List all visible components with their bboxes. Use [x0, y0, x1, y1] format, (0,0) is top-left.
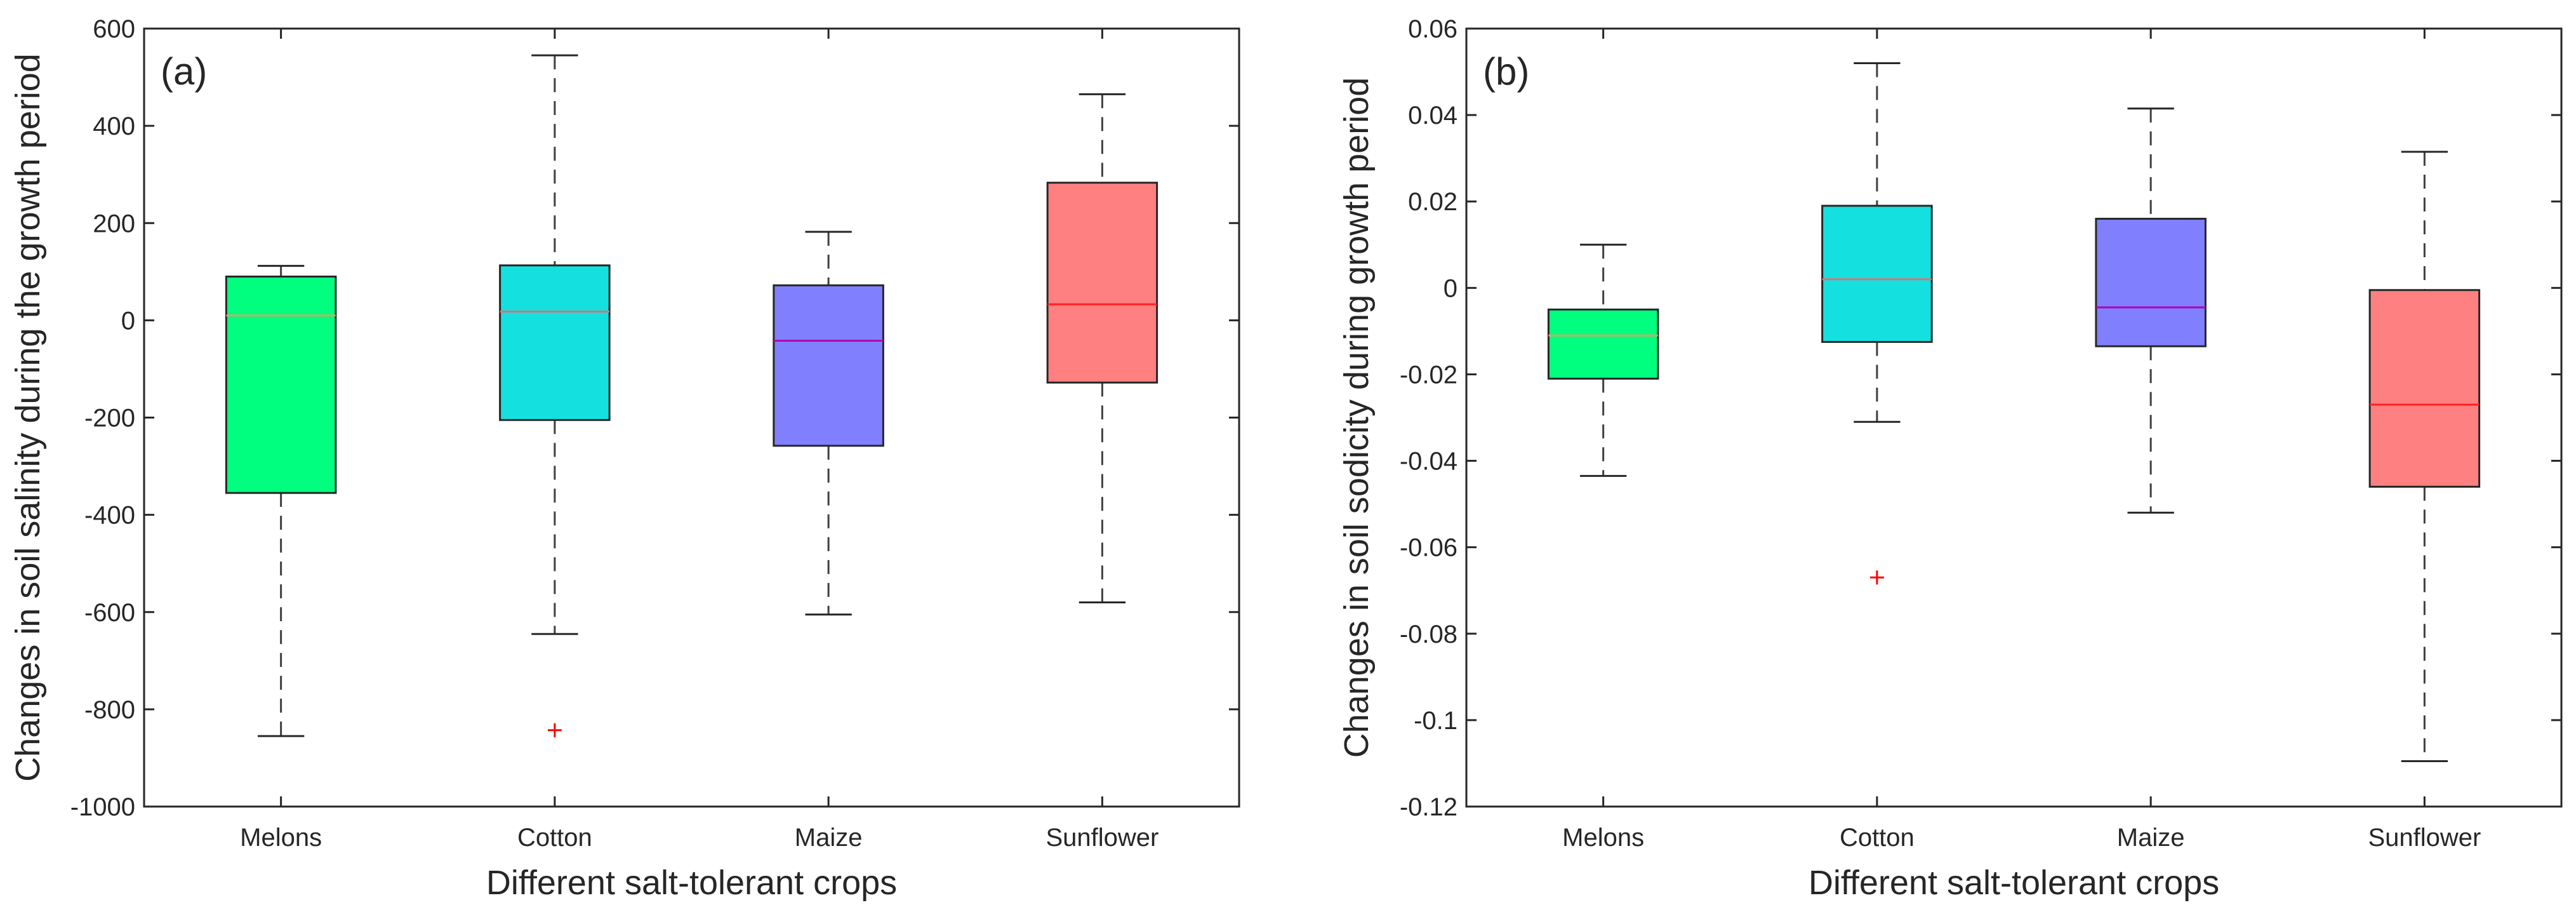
outlier-marker	[547, 723, 562, 737]
panel-label: (a)	[161, 50, 207, 93]
y-tick-label: -0.08	[1400, 620, 1457, 648]
y-tick-label: 200	[93, 210, 135, 238]
interquartile-box	[2368, 289, 2481, 488]
chart-panel-a: 600 400 200 0 -200 -400 -600 -800 -1000 Melons Cot…	[9, 15, 1240, 902]
y-tick-label: -0.04	[1400, 448, 1457, 476]
y-tick-label: 600	[93, 15, 135, 43]
interquartile-box	[225, 275, 337, 494]
y-tick-label: -200	[84, 405, 135, 433]
y-tick-label: -800	[84, 696, 135, 724]
chart-panel-b: 0.06 0.04 0.02 0 -0.02 -0.04 -0.06 -0.08 -0.1 -0.…	[1338, 15, 2563, 902]
x-tick-label: Cotton	[1840, 824, 1915, 852]
x-tick-label: Melons	[240, 824, 322, 852]
y-tick-label: -0.12	[1400, 793, 1457, 821]
x-tick-label: Maize	[2117, 824, 2185, 852]
plot-frame	[1465, 27, 2563, 808]
y-tick-label: 0.06	[1408, 15, 1457, 43]
box-sunflower	[2368, 151, 2481, 763]
interquartile-box	[499, 264, 611, 421]
interquartile-box	[1547, 308, 1659, 380]
y-tick-label: -1000	[70, 793, 135, 821]
box-cotton	[499, 54, 611, 737]
interquartile-box	[1046, 182, 1159, 384]
box-maize	[773, 231, 884, 616]
y-tick-label: -400	[84, 502, 135, 530]
interquartile-box	[773, 284, 884, 447]
interquartile-box	[2095, 217, 2207, 347]
box-maize	[2095, 107, 2207, 514]
x-tick-label: Cotton	[517, 824, 592, 852]
y-tick-label: -600	[84, 599, 135, 627]
outlier-marker	[1869, 570, 1884, 585]
y-tick-label: 0	[1444, 274, 1457, 302]
y-tick-label: 0.04	[1408, 102, 1457, 130]
y-tick-label: -0.02	[1400, 361, 1457, 389]
y-tick-label: 0	[121, 307, 135, 335]
panel-label: (b)	[1483, 50, 1529, 93]
y-tick-label: -0.06	[1400, 534, 1457, 562]
x-tick-label: Sunflower	[2368, 824, 2481, 852]
y-axis-label: Changes in soil salinity during the grow…	[9, 53, 47, 782]
box-cotton	[1821, 62, 1933, 585]
y-tick-label: -0.1	[1414, 707, 1457, 735]
y-axis-label: Changes in soil sodicity during growth p…	[1338, 77, 1376, 758]
x-tick-label: Sunflower	[1046, 824, 1159, 852]
box-melons	[225, 265, 337, 737]
x-tick-label: Maize	[795, 824, 863, 852]
y-tick-label: 0.02	[1408, 188, 1457, 216]
y-tick-label: 400	[93, 112, 135, 140]
box-sunflower	[1046, 93, 1159, 603]
x-axis-label: Different salt-tolerant crops	[1809, 864, 2219, 902]
box-melons	[1547, 243, 1659, 477]
interquartile-box	[1821, 205, 1933, 343]
x-axis-label: Different salt-tolerant crops	[486, 864, 897, 902]
x-tick-label: Melons	[1562, 824, 1644, 852]
